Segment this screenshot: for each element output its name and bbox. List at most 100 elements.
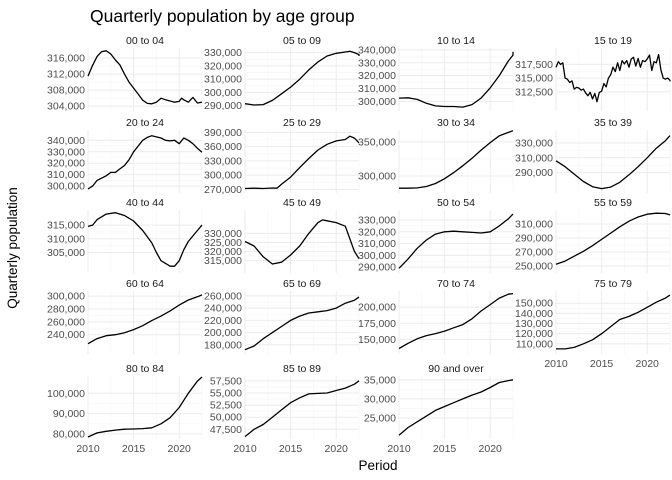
facet-panel-30-to-34: 30 to 34 300,000 350,000 (358, 117, 514, 193)
y-tick-label: 50,000 (210, 412, 242, 424)
y-tick-label: 80,000 (53, 428, 85, 440)
x-tick-label: 2015 (590, 358, 614, 370)
facet-strip-label: 50 to 54 (437, 197, 475, 209)
y-tick-label: 320,000 (204, 60, 242, 72)
y-tick-label: 270,000 (515, 247, 553, 259)
y-tick-label: 315,000 (515, 73, 553, 85)
y-tick-label: 312,500 (515, 86, 553, 98)
y-tick-label: 330,000 (204, 228, 242, 240)
y-tick-label: 300,000 (358, 96, 396, 108)
y-tick-label: 240,000 (47, 329, 85, 341)
y-tick-label: 317,500 (515, 59, 553, 71)
series-line-20-to-24 (87, 135, 203, 190)
y-tick-label: 270,000 (204, 184, 242, 196)
facet-strip-label: 90 and over (428, 363, 484, 375)
series-line-60-to-64 (87, 294, 203, 345)
series-line-10-to-14 (398, 51, 514, 108)
y-tick-label: 200,000 (358, 302, 396, 314)
facet-panel-65-to-69: 65 to 69 180,000200,000220,000240,000260,… (204, 278, 360, 354)
facet-strip-label: 75 to 79 (594, 278, 632, 290)
y-tick-label: 310,000 (47, 233, 85, 245)
series-line-05-to-09 (244, 50, 360, 106)
y-tick-label: 330,000 (515, 137, 553, 149)
series-line-40-to-44 (87, 212, 203, 267)
y-tick-label: 330,000 (358, 215, 396, 227)
facet-panel-10-to-14: 10 to 14 300,000310,000320,000330,000340,… (358, 35, 514, 111)
facet-strip-label: 45 to 49 (283, 197, 321, 209)
y-tick-label: 100,000 (47, 388, 85, 400)
y-axis-label: Quarterly population (5, 187, 20, 309)
facet-strip-label: 20 to 24 (126, 117, 164, 129)
series-line-55-to-59 (555, 212, 671, 265)
y-tick-label: 360,000 (204, 141, 242, 153)
y-tick-label: 25,000 (364, 413, 396, 425)
facet-strip-label: 55 to 59 (594, 197, 632, 209)
y-tick-label: 300,000 (204, 87, 242, 99)
facet-panel-70-to-74: 70 to 74 150,000 175,000 200,000 (358, 278, 514, 354)
y-tick-label: 290,000 (515, 167, 553, 179)
y-tick-label: 47,500 (210, 424, 242, 436)
y-tick-label: 250,000 (515, 261, 553, 273)
y-tick-label: 304,000 (47, 101, 85, 113)
y-tick-label: 120,000 (515, 328, 553, 340)
y-tick-label: 310,000 (515, 152, 553, 164)
facet-panel-50-to-54: 50 to 54 290,000300,000310,000320,000330,… (358, 197, 514, 274)
y-tick-label: 320,000 (47, 158, 85, 170)
facet-strip-label: 00 to 04 (126, 35, 164, 47)
facet-panel-55-to-59: 55 to 59 250,000 270,000 290,000 310,000 (515, 197, 671, 273)
facet-strip-label: 05 to 09 (283, 35, 321, 47)
y-tick-label: 35,000 (364, 374, 396, 386)
y-tick-label: 140,000 (515, 308, 553, 320)
x-tick-label: 2010 (387, 443, 411, 455)
y-tick-label: 320,000 (358, 226, 396, 238)
y-tick-label: 300,000 (47, 181, 85, 193)
facet-strip-label: 40 to 44 (126, 197, 164, 209)
y-tick-label: 110,000 (516, 338, 553, 350)
facet-strip-label: 80 to 84 (126, 363, 164, 375)
y-tick-label: 308,000 (47, 85, 85, 97)
y-tick-label: 260,000 (204, 290, 242, 302)
x-tick-label: 2010 (544, 358, 568, 370)
y-tick-label: 310,000 (358, 83, 396, 95)
series-line-85-to-89 (244, 380, 360, 438)
facet-strip-label: 35 to 39 (594, 117, 632, 129)
y-tick-label: 312,000 (47, 69, 85, 81)
y-tick-label: 90,000 (53, 408, 85, 420)
facet-panel-25-to-29: 25 to 29 270,000 300,000 330,000 360,000 390,… (204, 117, 360, 196)
y-tick-label: 305,000 (47, 247, 85, 259)
facet-panel-35-to-39: 35 to 39 290,000 310,000 330,000 (515, 117, 671, 193)
y-tick-label: 320,000 (204, 246, 242, 258)
series-line-00-to-04 (87, 50, 203, 105)
y-tick-label: 315,000 (47, 220, 85, 232)
y-tick-label: 310,000 (204, 74, 242, 86)
x-tick-label: 2010 (76, 443, 100, 455)
series-line-90-and-over (398, 379, 514, 436)
series-line-45-to-49 (244, 219, 360, 265)
facet-panel-00-to-04: 00 to 04 304,000 308,000 312,000 316,000 (47, 35, 203, 113)
x-tick-label: 2020 (325, 443, 349, 455)
facet-strip-label: 25 to 29 (283, 117, 321, 129)
facet-panel-90-and-over: 90 and over 25,000 30,000 35,000 2010 2015 202… (364, 363, 514, 455)
y-tick-label: 175,000 (358, 318, 396, 330)
y-tick-label: 320,000 (358, 70, 396, 82)
y-tick-label: 340,000 (47, 135, 85, 147)
y-tick-label: 390,000 (204, 127, 242, 139)
y-tick-label: 310,000 (47, 169, 85, 181)
y-tick-label: 200,000 (204, 327, 242, 339)
y-tick-label: 300,000 (47, 291, 85, 303)
x-tick-label: 2020 (168, 443, 192, 455)
y-tick-label: 330,000 (47, 146, 85, 158)
series-line-25-to-29 (244, 135, 360, 190)
series-line-50-to-54 (398, 213, 514, 269)
x-tick-label: 2020 (479, 443, 503, 455)
facet-strip-label: 30 to 34 (437, 117, 475, 129)
y-tick-label: 315,000 (204, 255, 242, 267)
facet-strip-label: 15 to 19 (594, 35, 632, 47)
facet-strip-label: 10 to 14 (437, 35, 475, 47)
y-tick-label: 57,500 (210, 375, 242, 387)
